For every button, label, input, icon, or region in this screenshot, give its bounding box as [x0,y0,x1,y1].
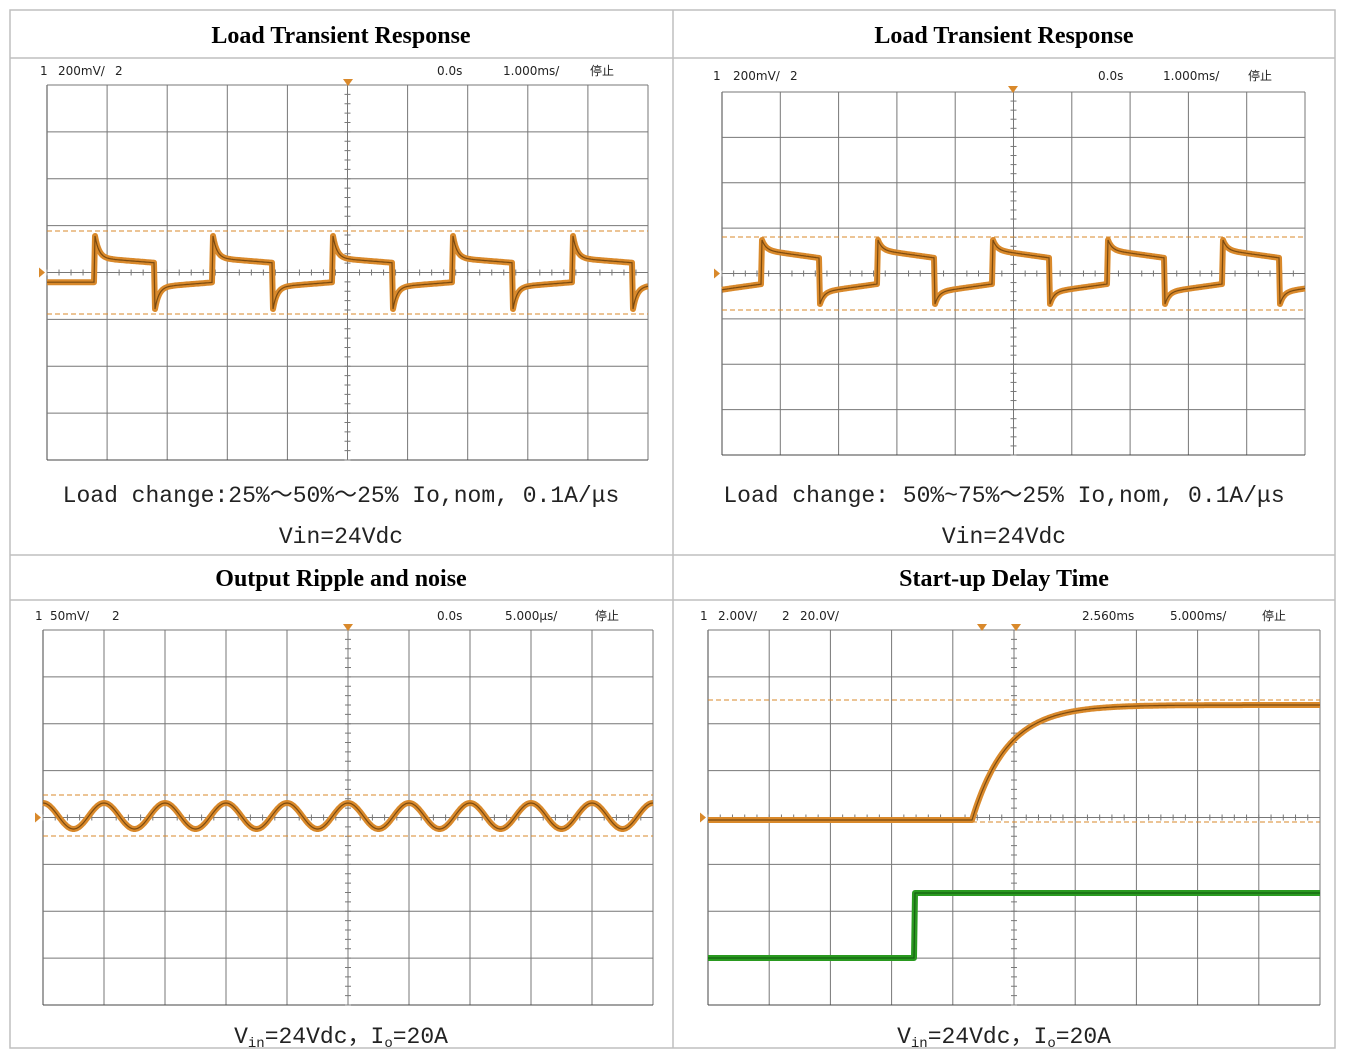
caption-part: =20A [1056,1024,1111,1050]
oscilloscope-screen [714,86,1307,456]
scope-header: 停止 [590,63,614,78]
caption-part: o [384,1036,392,1050]
scope-header: 0.0s [1098,69,1123,83]
scope-header: 50mV/ [50,609,90,623]
ch1-marker [714,268,720,279]
trigger-marker [1011,624,1021,631]
waveform-core [42,802,654,830]
scope-header: 200mV/ [733,69,781,83]
table-lines [9,9,1336,1049]
ch1-marker [700,812,706,823]
oscilloscope-screen [39,79,650,461]
scope-header: 2 [112,609,120,623]
caption-part: V [234,1024,248,1050]
scope-header: 停止 [1248,68,1272,83]
ch1-marker [39,267,45,278]
caption: Load change:25%～50%～25% Io,nom, 0.1A/μs [63,483,620,509]
waveform-core [721,239,1306,305]
scope-header: 2 [790,69,798,83]
scope-header: 2.00V/ [718,609,758,623]
waveform-core [708,704,1320,821]
caption-part: Load change:25%～50%～25% Io,nom, 0.1A/μs [63,483,620,509]
scope-header: 停止 [595,608,619,623]
cell-title: Output Ripple and noise [215,566,467,592]
caption: Vin=24Vdc [279,524,403,550]
scope-header: 2 [782,609,790,623]
scope-header: 1 [40,64,48,78]
scope-header: 1.000ms/ [503,64,560,78]
scope-header: 1 [713,69,721,83]
trigger-marker [977,624,987,631]
caption-part: in [248,1036,265,1050]
caption-part: Load change: 50%~75%～25% Io,nom, 0.1A/μs [723,483,1284,509]
trigger-marker [343,624,353,631]
caption: Vin=24Vdc [942,524,1066,550]
scope-header: 1 [35,609,43,623]
cell-title: Start-up Delay Time [899,566,1109,592]
scope-header: 0.0s [437,64,462,78]
waveform-core [47,235,649,310]
trigger-marker [343,79,353,86]
ch1-marker [35,812,41,823]
scope-header: 2.560ms [1082,609,1134,623]
scope-header: 1 [700,609,708,623]
scope-header: 1.000ms/ [1163,69,1220,83]
caption: Vin=24Vdc，Io=20A [897,1024,1111,1050]
caption-part: =20A [393,1024,448,1050]
scope-header: 20.0V/ [800,609,840,623]
caption-part: =24Vdc，I [265,1024,385,1050]
caption-part: Vin=24Vdc [279,524,403,550]
oscilloscope-screen [35,624,655,1006]
scope-header: 200mV/ [58,64,106,78]
caption-part: =24Vdc，I [928,1024,1048,1050]
scope-header: 0.0s [437,609,462,623]
caption-part: Vin=24Vdc [942,524,1066,550]
cell-title: Load Transient Response [874,23,1134,49]
caption-part: o [1047,1036,1055,1050]
oscilloscope-screen [700,624,1322,1006]
trigger-marker [1008,86,1018,93]
caption: Load change: 50%~75%～25% Io,nom, 0.1A/μs [723,483,1284,509]
caption-part: in [911,1036,928,1050]
scope-header: 5.000ms/ [1170,609,1227,623]
scope-header: 5.000μs/ [505,609,558,623]
caption: Vin=24Vdc，Io=20A [234,1024,448,1050]
caption-part: V [897,1024,911,1050]
scope-header: 2 [115,64,123,78]
waveform-core [708,892,1320,959]
scope-header: 停止 [1262,608,1286,623]
cell-title: Load Transient Response [211,23,471,49]
